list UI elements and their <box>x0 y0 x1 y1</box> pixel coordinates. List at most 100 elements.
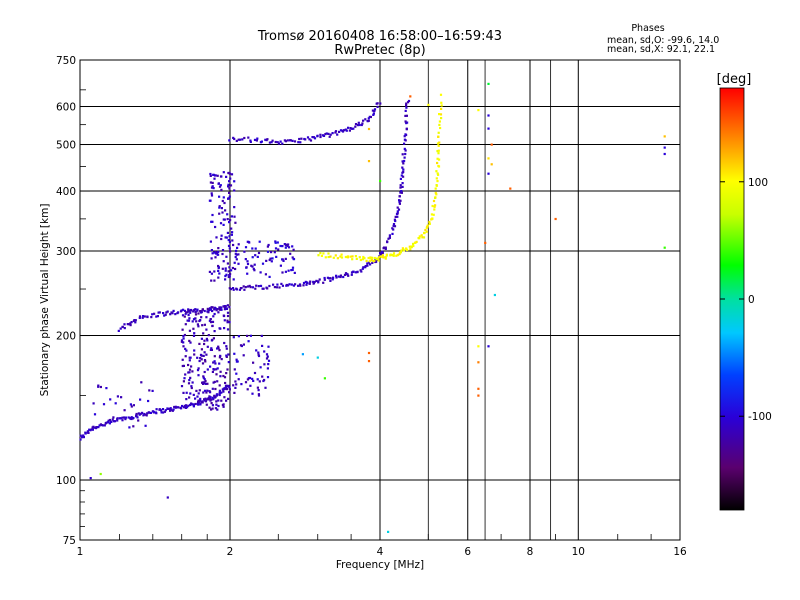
data-point <box>223 201 226 205</box>
data-point <box>211 252 214 255</box>
data-point <box>365 259 368 262</box>
data-point <box>396 212 399 215</box>
data-point <box>424 228 427 232</box>
data-point <box>218 384 221 387</box>
data-point <box>192 310 195 313</box>
data-point <box>183 333 186 337</box>
data-point <box>142 414 145 417</box>
data-point <box>276 283 279 286</box>
data-point <box>209 348 212 351</box>
data-point <box>130 417 133 421</box>
data-point <box>123 323 126 326</box>
data-point <box>123 327 126 330</box>
data-point <box>91 428 94 431</box>
data-point <box>232 384 235 387</box>
data-point <box>234 380 237 383</box>
data-point <box>188 371 191 374</box>
data-point <box>270 141 273 144</box>
data-point <box>277 248 280 251</box>
data-point <box>367 261 370 264</box>
data-point <box>487 345 490 348</box>
data-point <box>97 426 100 429</box>
data-point <box>228 321 231 324</box>
data-point <box>317 254 320 257</box>
data-point <box>188 379 191 382</box>
data-point <box>426 224 429 227</box>
data-point <box>327 132 330 135</box>
info-heading: Phases <box>631 23 664 34</box>
data-point <box>370 259 373 262</box>
data-point <box>281 258 284 261</box>
data-point <box>387 237 390 240</box>
data-point <box>214 396 217 399</box>
data-point <box>216 408 219 411</box>
data-point <box>249 384 252 387</box>
data-point <box>428 222 431 225</box>
data-point <box>249 334 252 337</box>
data-point <box>257 389 260 392</box>
data-point <box>368 260 371 263</box>
data-point <box>221 252 224 256</box>
data-point <box>246 285 250 288</box>
y-axis-ticks: 75 100 200 300 400 500 600 750 <box>56 55 90 547</box>
data-point <box>227 238 230 242</box>
data-point <box>340 256 344 259</box>
data-point <box>210 192 213 195</box>
chart-title: Tromsø 20160408 16:58:00–16:59:43 <box>257 29 502 44</box>
data-point <box>439 126 442 130</box>
data-point <box>404 114 407 117</box>
data-point <box>319 135 322 139</box>
data-point <box>182 391 185 394</box>
data-point <box>218 272 221 275</box>
data-point <box>487 114 490 117</box>
data-point <box>380 253 383 256</box>
data-point <box>231 287 235 290</box>
data-point <box>356 124 359 127</box>
data-point <box>129 322 132 325</box>
data-point <box>147 399 150 403</box>
data-point <box>276 241 279 244</box>
data-point <box>174 313 177 316</box>
data-point <box>407 99 411 103</box>
data-point <box>211 370 214 373</box>
data-point <box>402 249 405 252</box>
data-point <box>487 172 490 175</box>
data-point <box>228 247 231 250</box>
data-point <box>409 248 412 251</box>
data-point <box>261 375 264 378</box>
data-point <box>192 318 196 321</box>
data-point <box>201 401 204 404</box>
x-tick-label: 6 <box>464 546 471 558</box>
data-point <box>286 284 290 287</box>
data-point <box>384 256 387 259</box>
data-point <box>401 160 404 163</box>
data-point <box>117 329 120 332</box>
data-point <box>211 306 214 309</box>
data-point <box>251 247 254 250</box>
data-point <box>402 175 405 178</box>
data-point <box>168 407 171 410</box>
data-point <box>427 103 430 106</box>
data-point <box>212 187 215 190</box>
data-point <box>373 109 376 112</box>
data-point <box>435 193 438 196</box>
data-point <box>356 271 359 274</box>
data-point <box>375 260 378 263</box>
data-point <box>215 403 218 406</box>
data-point <box>93 413 97 416</box>
data-point <box>187 308 190 311</box>
data-point <box>170 408 173 411</box>
data-point <box>219 327 222 330</box>
data-point <box>200 311 203 314</box>
data-point <box>261 344 264 347</box>
data-point <box>264 386 267 389</box>
data-point <box>367 160 371 163</box>
data-point <box>211 338 214 341</box>
data-point <box>227 270 230 273</box>
data-point <box>331 132 334 135</box>
data-point <box>233 368 236 371</box>
data-point <box>398 201 401 204</box>
data-point <box>141 411 144 414</box>
data-point <box>323 278 326 281</box>
data-point <box>184 312 187 315</box>
